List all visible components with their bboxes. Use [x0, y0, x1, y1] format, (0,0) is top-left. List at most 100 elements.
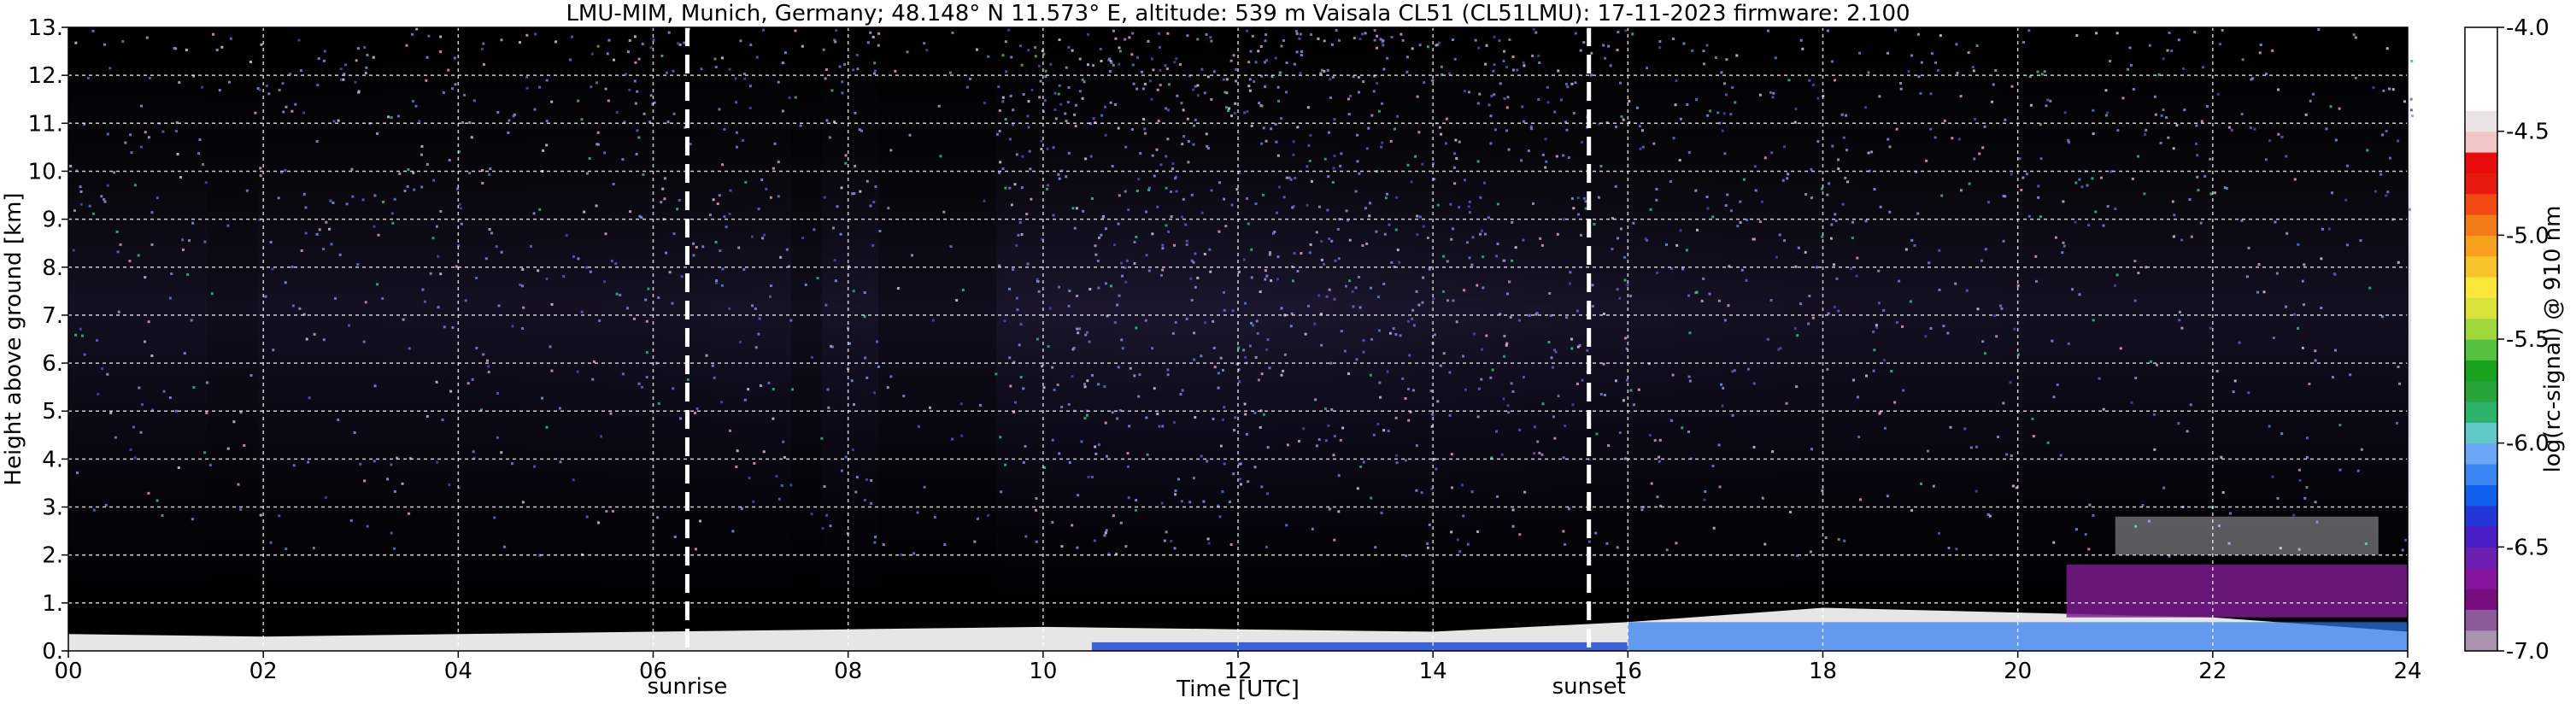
noise-column: [950, 27, 955, 651]
noise-column: [1801, 27, 1806, 651]
noise-pixel: [2409, 208, 2412, 211]
noise-pixel: [781, 62, 784, 65]
noise-pixel: [1656, 495, 1659, 499]
noise-pixel: [1270, 75, 1274, 79]
noise-pixel: [1523, 120, 1526, 123]
noise-pixel: [1071, 524, 1074, 527]
noise-column: [2232, 27, 2237, 651]
noise-pixel: [1376, 423, 1380, 426]
noise-pixel: [150, 211, 154, 214]
noise-pixel: [2380, 315, 2384, 319]
noise-pixel: [2130, 401, 2133, 404]
noise-pixel: [1992, 83, 1995, 86]
noise-pixel: [1485, 44, 1488, 47]
noise-pixel: [600, 435, 603, 438]
noise-pixel: [1393, 127, 1396, 131]
noise-pixel: [414, 104, 418, 108]
noise-pixel: [186, 272, 190, 276]
noise-pixel: [1646, 67, 1649, 70]
noise-column: [883, 27, 889, 651]
noise-pixel: [850, 379, 854, 383]
noise-column: [960, 27, 965, 651]
noise-pixel: [863, 290, 866, 294]
noise-pixel: [1546, 85, 1549, 89]
noise-pixel: [1034, 55, 1037, 58]
noise-pixel: [1623, 255, 1627, 259]
noise-pixel: [289, 73, 292, 76]
noise-pixel: [910, 254, 913, 257]
noise-pixel: [1439, 364, 1442, 367]
noise-pixel: [2271, 475, 2274, 478]
noise-column: [135, 27, 140, 651]
noise-column: [2273, 27, 2278, 651]
noise-pixel: [1694, 189, 1698, 192]
noise-pixel: [1576, 382, 1579, 385]
noise-pixel: [2334, 138, 2338, 142]
noise-pixel: [1786, 177, 1789, 180]
noise-pixel: [634, 61, 637, 64]
noise-column: [2334, 27, 2339, 651]
noise-pixel: [1132, 82, 1135, 85]
noise-pixel: [2298, 478, 2302, 482]
noise-column: [1196, 27, 1201, 651]
noise-column: [894, 27, 899, 651]
noise-pixel: [1458, 206, 1461, 209]
noise-column: [1565, 27, 1570, 651]
noise-pixel: [1373, 74, 1376, 78]
noise-pixel: [1010, 56, 1013, 59]
noise-pixel: [1179, 393, 1182, 396]
noise-pixel: [343, 73, 346, 76]
noise-pixel: [1489, 142, 1493, 145]
colorbar-segment: [2465, 589, 2497, 610]
noise-pixel: [373, 460, 376, 463]
noise-column: [176, 27, 181, 651]
noise-pixel: [1506, 404, 1510, 407]
noise-pixel: [2238, 341, 2241, 344]
noise-pixel: [302, 111, 305, 114]
x-tick-label: 06: [639, 659, 667, 684]
noise-pixel: [545, 277, 549, 280]
noise-pixel: [1449, 202, 1452, 206]
noise-pixel: [742, 138, 745, 142]
noise-pixel: [1338, 218, 1341, 221]
noise-column: [1288, 27, 1294, 651]
noise-pixel: [1598, 122, 1601, 126]
noise-pixel: [1516, 68, 1519, 72]
noise-column: [330, 27, 335, 651]
noise-pixel: [1005, 70, 1008, 73]
noise-column: [945, 27, 950, 651]
noise-column: [2293, 27, 2298, 651]
noise-column: [2006, 27, 2011, 651]
noise-pixel: [889, 375, 893, 378]
noise-pixel: [1628, 99, 1631, 103]
noise-pixel: [1086, 63, 1089, 67]
noise-pixel: [660, 54, 664, 57]
noise-pixel: [735, 101, 738, 104]
noise-column: [1611, 27, 1617, 651]
noise-pixel: [1361, 32, 1364, 36]
noise-pixel: [1166, 32, 1170, 35]
noise-pixel: [1121, 274, 1124, 278]
noise-pixel: [1435, 467, 1438, 471]
noise-column: [2196, 27, 2201, 651]
noise-pixel: [1124, 280, 1128, 284]
noise-column: [186, 27, 191, 651]
noise-pixel: [752, 500, 755, 503]
noise-pixel: [533, 465, 537, 468]
noise-column: [1960, 27, 1965, 651]
noise-pixel: [1653, 439, 1657, 442]
noise-column: [1832, 27, 1837, 651]
noise-pixel: [1264, 278, 1267, 281]
noise-pixel: [773, 142, 777, 145]
noise-column: [1012, 27, 1017, 651]
noise-pixel: [2063, 111, 2067, 114]
noise-column: [2073, 27, 2078, 651]
noise-pixel: [844, 154, 848, 157]
noise-column: [1591, 27, 1596, 651]
noise-pixel: [1496, 495, 1499, 498]
noise-pixel: [1030, 197, 1033, 201]
noise-column: [1678, 27, 1683, 651]
noise-pixel: [1771, 96, 1775, 99]
noise-column: [1171, 27, 1176, 651]
noise-pixel: [1235, 79, 1238, 83]
